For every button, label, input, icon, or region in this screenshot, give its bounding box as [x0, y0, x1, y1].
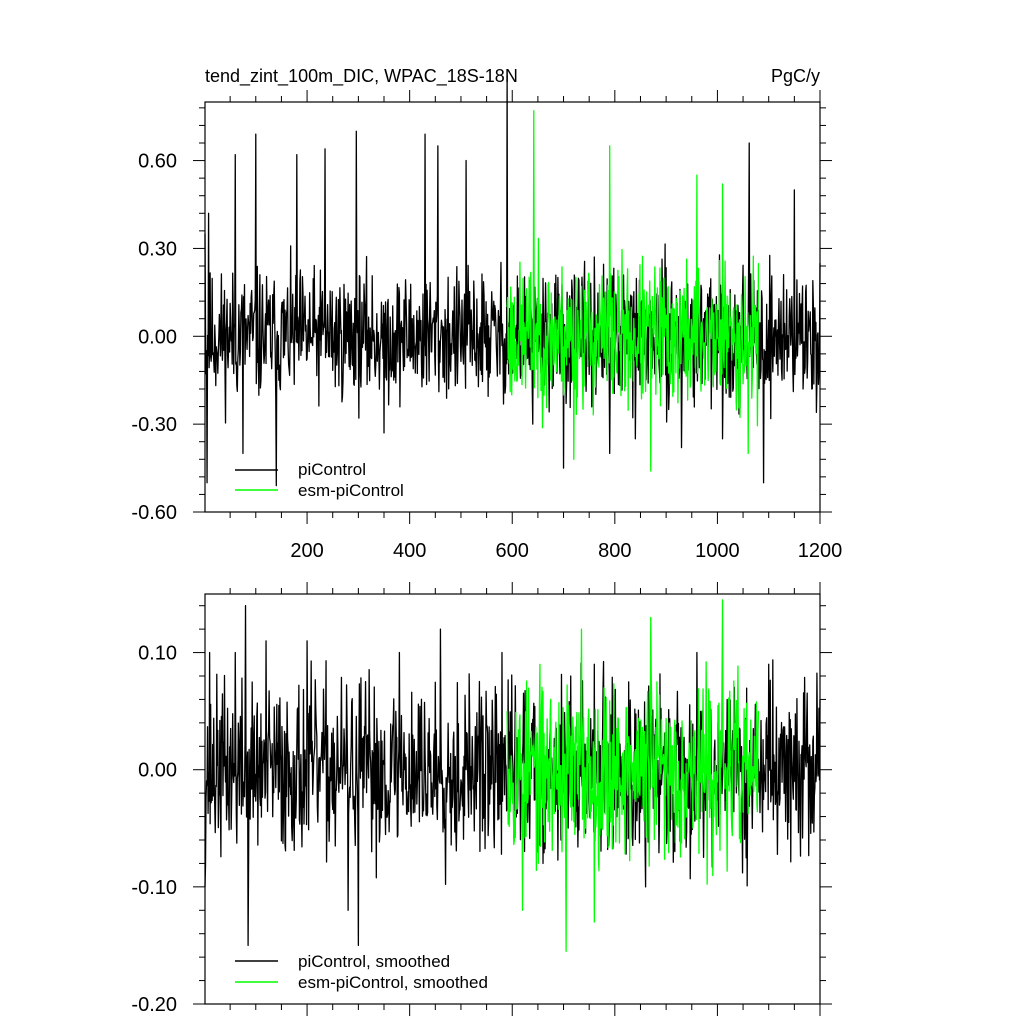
- bottom-legend-label-esm-picontrol: esm-piControl, smoothed: [298, 973, 488, 992]
- top-x-tick-label: 800: [598, 540, 631, 562]
- top-x-tick-label: 400: [393, 540, 426, 562]
- top-panel-title: tend_zint_100m_DIC, WPAC_18S-18N: [205, 66, 518, 87]
- bottom-plot-area: -0.20 -0.10 0.00 0.10: [131, 582, 832, 1016]
- bottom-panel: -0.20 -0.10 0.00 0.10 piControl, smoothed e…: [131, 582, 832, 1016]
- bottom-y-tick-label: -0.20: [131, 994, 177, 1016]
- top-plot-area: 200 400 600 800 1000 1200 -0.60 -0.30 0.00 0.30 0.…: [131, 74, 843, 562]
- top-series-line-esm-picontrol: [506, 110, 760, 472]
- top-x-tick-label: 1200: [798, 540, 843, 562]
- top-y-tick-label: 0.00: [138, 326, 177, 348]
- bottom-legend: piControl, smoothed esm-piControl, smoot…: [235, 952, 488, 992]
- bottom-y-tick-label: 0.10: [138, 643, 177, 665]
- bottom-y-tick-label: -0.10: [131, 877, 177, 899]
- bottom-series-line-picontrol: [204, 605, 821, 947]
- top-y-tick-label: 0.60: [138, 151, 177, 173]
- top-panel: tend_zint_100m_DIC, WPAC_18S-18N PgC/y 2…: [131, 66, 842, 562]
- top-x-tick-label: 1000: [695, 540, 740, 562]
- bottom-series-line-esm-picontrol: [506, 599, 760, 952]
- top-legend-label-esm-picontrol: esm-piControl: [298, 481, 404, 500]
- top-legend-label-picontrol: piControl: [298, 460, 366, 479]
- top-legend: piControl esm-piControl: [235, 460, 404, 500]
- top-y-tick-label: 0.30: [138, 238, 177, 260]
- bottom-legend-label-picontrol: piControl, smoothed: [298, 952, 450, 971]
- top-x-tick-label: 600: [496, 540, 529, 562]
- top-panel-units: PgC/y: [771, 66, 820, 86]
- bottom-y-tick-label: 0.00: [138, 760, 177, 782]
- top-x-tick-label: 200: [290, 540, 323, 562]
- top-y-tick-label: -0.30: [131, 414, 177, 436]
- top-y-tick-label: -0.60: [131, 502, 177, 524]
